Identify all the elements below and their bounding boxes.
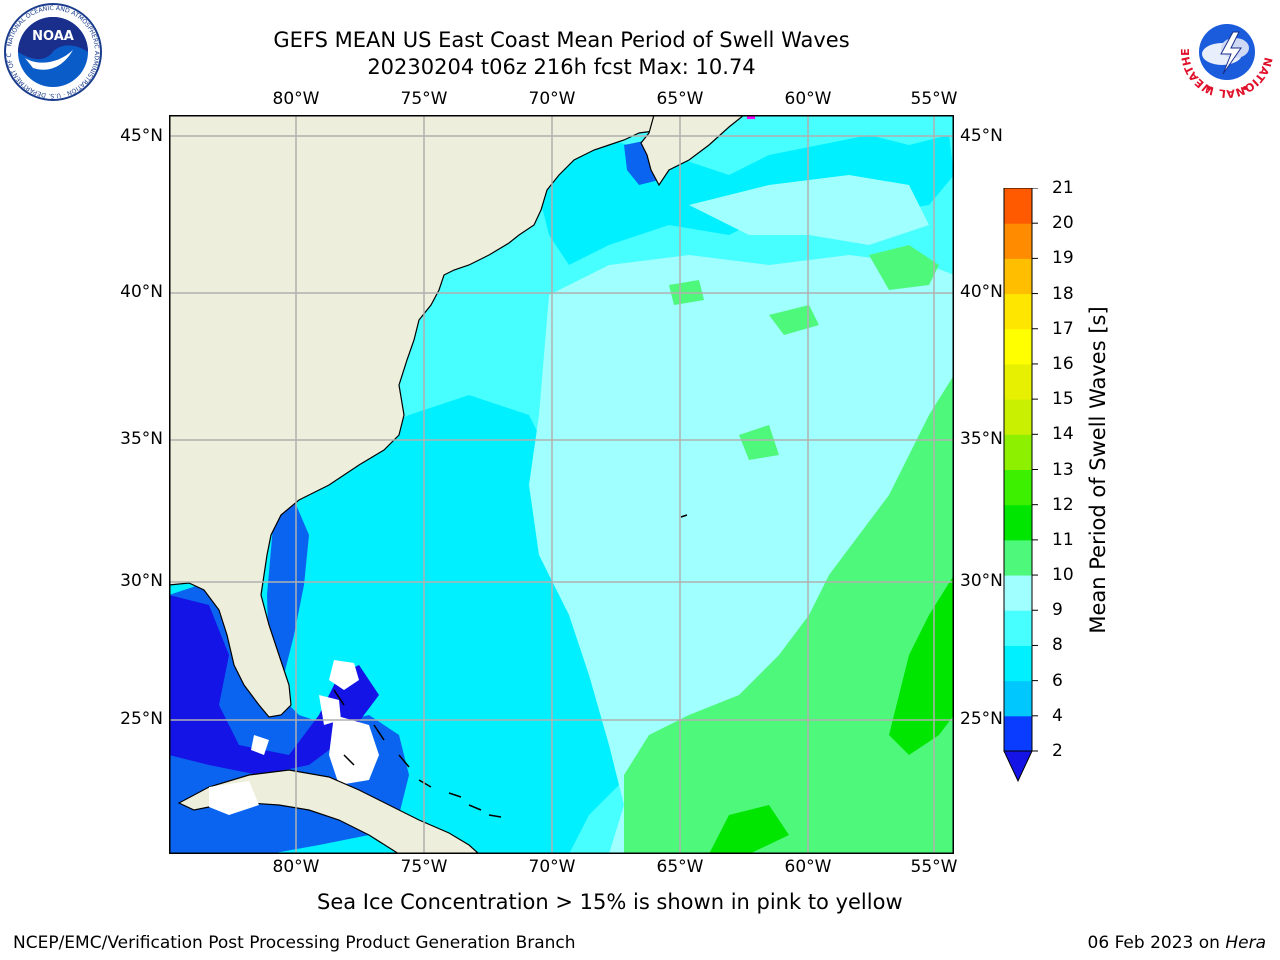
lon-label-bottom: 80°W: [272, 857, 320, 877]
colorbar-segment: [1004, 575, 1032, 611]
colorbar-tick-label: 17: [1052, 318, 1074, 339]
lon-label-top: 65°W: [656, 89, 704, 109]
land-bahamas: [333, 689, 502, 818]
lon-label-bottom: 75°W: [400, 857, 448, 877]
colorbar-tick-label: 21: [1052, 178, 1074, 198]
colorbar-tick-label: 9: [1052, 600, 1063, 621]
colorbar-segment: [1004, 328, 1032, 365]
field-green-islands: [669, 245, 939, 460]
colorbar-segment: [1004, 293, 1032, 330]
colorbar-tick-label: 15: [1052, 389, 1074, 410]
lon-label-top: 80°W: [272, 89, 320, 109]
noaa-logo: NATIONAL OCEANIC AND ATMOSPHERIC ADMINIS…: [0, 0, 103, 106]
colorbar-tick-label: 2: [1052, 741, 1063, 761]
lat-label-right: 40°N: [960, 282, 1003, 302]
lat-label-left: 40°N: [120, 282, 163, 302]
land-bermuda: [680, 514, 688, 518]
nws-logo: NATIONAL WEATHER SERVICE: [1173, 0, 1277, 106]
lon-label-top: 70°W: [528, 89, 576, 109]
lon-label-top: 55°W: [910, 89, 958, 109]
lat-label-right: 30°N: [960, 571, 1003, 591]
footer-host: Hera: [1225, 933, 1266, 953]
lat-label-right: 35°N: [960, 429, 1003, 449]
lon-label-top: 75°W: [400, 89, 448, 109]
field-deep-blue-straits: [169, 595, 379, 775]
colorbar-segment: [1004, 223, 1032, 259]
footer-date-text: 06 Feb 2023 on: [1087, 933, 1226, 953]
colorbar-tick-label: 10: [1052, 565, 1074, 586]
footer-date: 06 Feb 2023 on Hera: [1088, 933, 1266, 953]
colorbar-segment: [1004, 434, 1032, 470]
lat-label-left: 35°N: [120, 429, 163, 449]
lat-label-left: 45°N: [120, 126, 163, 146]
field-blue-coastal: [267, 500, 309, 675]
colorbar-tick-label: 19: [1052, 248, 1074, 269]
chart-title: GEFS MEAN US East Coast Mean Period of S…: [273, 28, 850, 52]
chart-subtitle: 20230204 t06z 216h fcst Max: 10.74: [367, 55, 756, 79]
colorbar-segment: [1004, 715, 1032, 752]
colorbar-segment: [1004, 188, 1032, 224]
colorbar-tick-label: 6: [1052, 670, 1063, 691]
colorbar-tick-label: 14: [1052, 424, 1074, 445]
sea-ice-note: Sea Ice Concentration > 15% is shown in …: [317, 890, 903, 914]
colorbar: [1003, 188, 1038, 783]
map-frame: [169, 115, 954, 854]
lon-label-top: 60°W: [784, 89, 832, 109]
colorbar-segment: [1004, 539, 1032, 576]
colorbar-segment: [1004, 363, 1032, 400]
lat-label-left: 30°N: [120, 571, 163, 591]
colorbar-segment: [1004, 610, 1032, 646]
lat-label-right: 45°N: [960, 126, 1003, 146]
sea-ice-patch: [747, 115, 755, 119]
lon-label-bottom: 65°W: [656, 857, 704, 877]
field-no-data-bahamas: [251, 660, 379, 785]
lon-label-bottom: 70°W: [528, 857, 576, 877]
colorbar-segment: [1004, 645, 1032, 682]
svg-text:NOAA: NOAA: [32, 29, 74, 44]
lat-label-left: 25°N: [120, 709, 163, 729]
colorbar-tick-label: 18: [1052, 283, 1074, 304]
lon-label-bottom: 55°W: [910, 857, 958, 877]
colorbar-title: Mean Period of Swell Waves [s]: [1086, 306, 1110, 634]
field-pale-cyan-northeast: [689, 175, 929, 245]
colorbar-segment: [1004, 399, 1032, 435]
colorbar-tick-label: 12: [1052, 494, 1074, 515]
field-green-southeast: [624, 375, 954, 854]
swell-period-map: [169, 115, 954, 854]
land-nova-scotia: [640, 115, 745, 187]
colorbar-tick-label: 4: [1052, 705, 1063, 726]
colorbar-tick-label: 8: [1052, 635, 1063, 656]
colorbar-segment: [1004, 469, 1032, 506]
colorbar-segment: [1004, 680, 1032, 717]
footer-credit: NCEP/EMC/Verification Post Processing Pr…: [13, 933, 576, 953]
field-bright-green: [709, 575, 954, 854]
land-north-america: [169, 115, 690, 718]
colorbar-tick-label: 13: [1052, 459, 1074, 480]
colorbar-segment: [1004, 258, 1032, 295]
lon-label-bottom: 60°W: [784, 857, 832, 877]
lat-label-right: 25°N: [960, 709, 1003, 729]
colorbar-under-arrow: [1003, 750, 1033, 783]
colorbar-tick-label: 20: [1052, 213, 1074, 234]
colorbar-tick-label: 16: [1052, 353, 1074, 374]
field-no-data-cuba: [209, 781, 259, 815]
colorbar-tick-label: 11: [1052, 529, 1074, 550]
graticule: [169, 115, 954, 854]
colorbar-segment: [1004, 504, 1032, 541]
